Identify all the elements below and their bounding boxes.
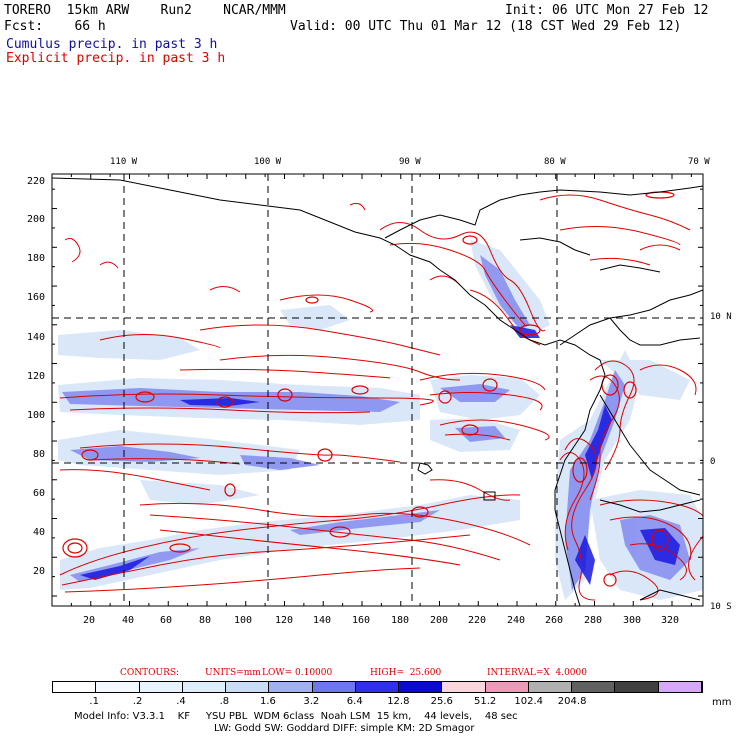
- x-tick-260: 260: [545, 615, 564, 626]
- x-tick-120: 120: [275, 615, 294, 626]
- model-info-line: Model Info: V3.3.1 KF YSU PBL WDM 6class…: [74, 711, 518, 722]
- colorbar-label: 25.6: [430, 696, 453, 707]
- colorbar-swatch: [442, 682, 486, 692]
- colorbar-swatch: [53, 682, 97, 692]
- x-tick-40: 40: [122, 615, 135, 626]
- colorbar-unit: mm: [712, 697, 732, 708]
- colorbar-label: .8: [219, 696, 230, 707]
- colorbar: [52, 681, 703, 693]
- colorbar-swatch: [615, 682, 659, 692]
- x-tick-200: 200: [430, 615, 449, 626]
- x-tick-240: 240: [507, 615, 526, 626]
- lon-label-100w: 100 W: [254, 157, 282, 167]
- colorbar-swatch: [658, 682, 702, 692]
- lat-label-0: 0: [710, 457, 716, 467]
- colorbar-swatch: [485, 682, 529, 692]
- y-tick-80: 80: [33, 449, 46, 460]
- y-tick-160: 160: [27, 292, 46, 303]
- colorbar-label: 204.8: [557, 696, 587, 707]
- lon-label-90w: 90 W: [399, 157, 421, 167]
- colorbar-label: 12.8: [387, 696, 410, 707]
- colorbar-swatch: [139, 682, 183, 692]
- y-tick-180: 180: [27, 253, 46, 264]
- x-tick-80: 80: [199, 615, 212, 626]
- colorbar-label: 102.4: [514, 696, 544, 707]
- contours-units: UNITS=mm: [205, 668, 261, 678]
- field-cumulus-label: Cumulus precip. in past 3 h: [6, 37, 218, 52]
- colorbar-swatch: [226, 682, 270, 692]
- lon-label-110w: 110 W: [110, 157, 138, 167]
- y-tick-60: 60: [33, 488, 46, 499]
- x-tick-320: 320: [661, 615, 680, 626]
- contours-high: HIGH= 25.600: [370, 668, 442, 678]
- colorbar-swatch: [312, 682, 356, 692]
- contours-label: CONTOURS:: [120, 668, 180, 678]
- explicit-cells: [62, 191, 675, 587]
- explicit-contours: [59, 194, 703, 601]
- x-tick-300: 300: [623, 615, 642, 626]
- lon-label-80w: 80 W: [544, 157, 566, 167]
- lat-label-10s: 10 S: [710, 602, 732, 612]
- y-tick-200: 200: [27, 214, 46, 225]
- field-explicit-label: Explicit precip. in past 3 h: [6, 51, 226, 66]
- y-tick-20: 20: [33, 566, 46, 577]
- x-tick-160: 160: [352, 615, 371, 626]
- physics-info-line: LW: Godd SW: Goddard DIFF: simple KM: 2D…: [214, 723, 475, 734]
- colorbar-label: .2: [132, 696, 143, 707]
- map-frame: [51, 173, 704, 607]
- x-tick-180: 180: [391, 615, 410, 626]
- valid-time: Valid: 00 UTC Thu 01 Mar 12 (18 CST Wed …: [290, 19, 682, 34]
- coastlines: [52, 177, 703, 606]
- colorbar-label: .4: [176, 696, 186, 707]
- x-tick-100: 100: [234, 615, 253, 626]
- x-tick-280: 280: [584, 615, 603, 626]
- y-tick-120: 120: [27, 371, 46, 382]
- x-tick-20: 20: [83, 615, 96, 626]
- cumulus-dark-shading: [80, 325, 680, 585]
- colorbar-swatch: [182, 682, 227, 692]
- y-tick-220: 220: [27, 176, 46, 187]
- colorbar-swatch: [269, 682, 313, 692]
- x-tick-220: 220: [468, 615, 487, 626]
- y-tick-40: 40: [33, 527, 46, 538]
- colorbar-label: .1: [89, 696, 99, 707]
- colorbar-swatch: [528, 682, 573, 692]
- colorbar-swatch: [399, 682, 443, 692]
- init-time: Init: 06 UTC Mon 27 Feb 12: [505, 3, 709, 18]
- lat-lon-grid: [52, 174, 703, 606]
- lon-label-70w: 70 W: [688, 157, 710, 167]
- colorbar-swatch: [572, 682, 616, 692]
- forecast-hour: Fcst: 66 h: [4, 19, 106, 34]
- colorbar-label: 3.2: [303, 696, 320, 707]
- contours-low: LOW= 0.10000: [262, 668, 333, 678]
- lat-label-10n: 10 N: [710, 312, 732, 322]
- contours-interval: INTERVAL=X 4.0000: [487, 668, 587, 678]
- model-title: TORERO 15km ARW Run2 NCAR/MMM: [4, 3, 286, 18]
- x-tick-60: 60: [160, 615, 173, 626]
- y-tick-140: 140: [27, 332, 46, 343]
- colorbar-label: 6.4: [346, 696, 363, 707]
- colorbar-swatch: [355, 682, 400, 692]
- colorbar-label: 1.6: [260, 696, 276, 707]
- y-tick-100: 100: [27, 410, 46, 421]
- x-tick-140: 140: [313, 615, 332, 626]
- colorbar-label: 51.2: [474, 696, 497, 707]
- axis-ticks: [51, 174, 703, 606]
- colorbar-swatch: [96, 682, 140, 692]
